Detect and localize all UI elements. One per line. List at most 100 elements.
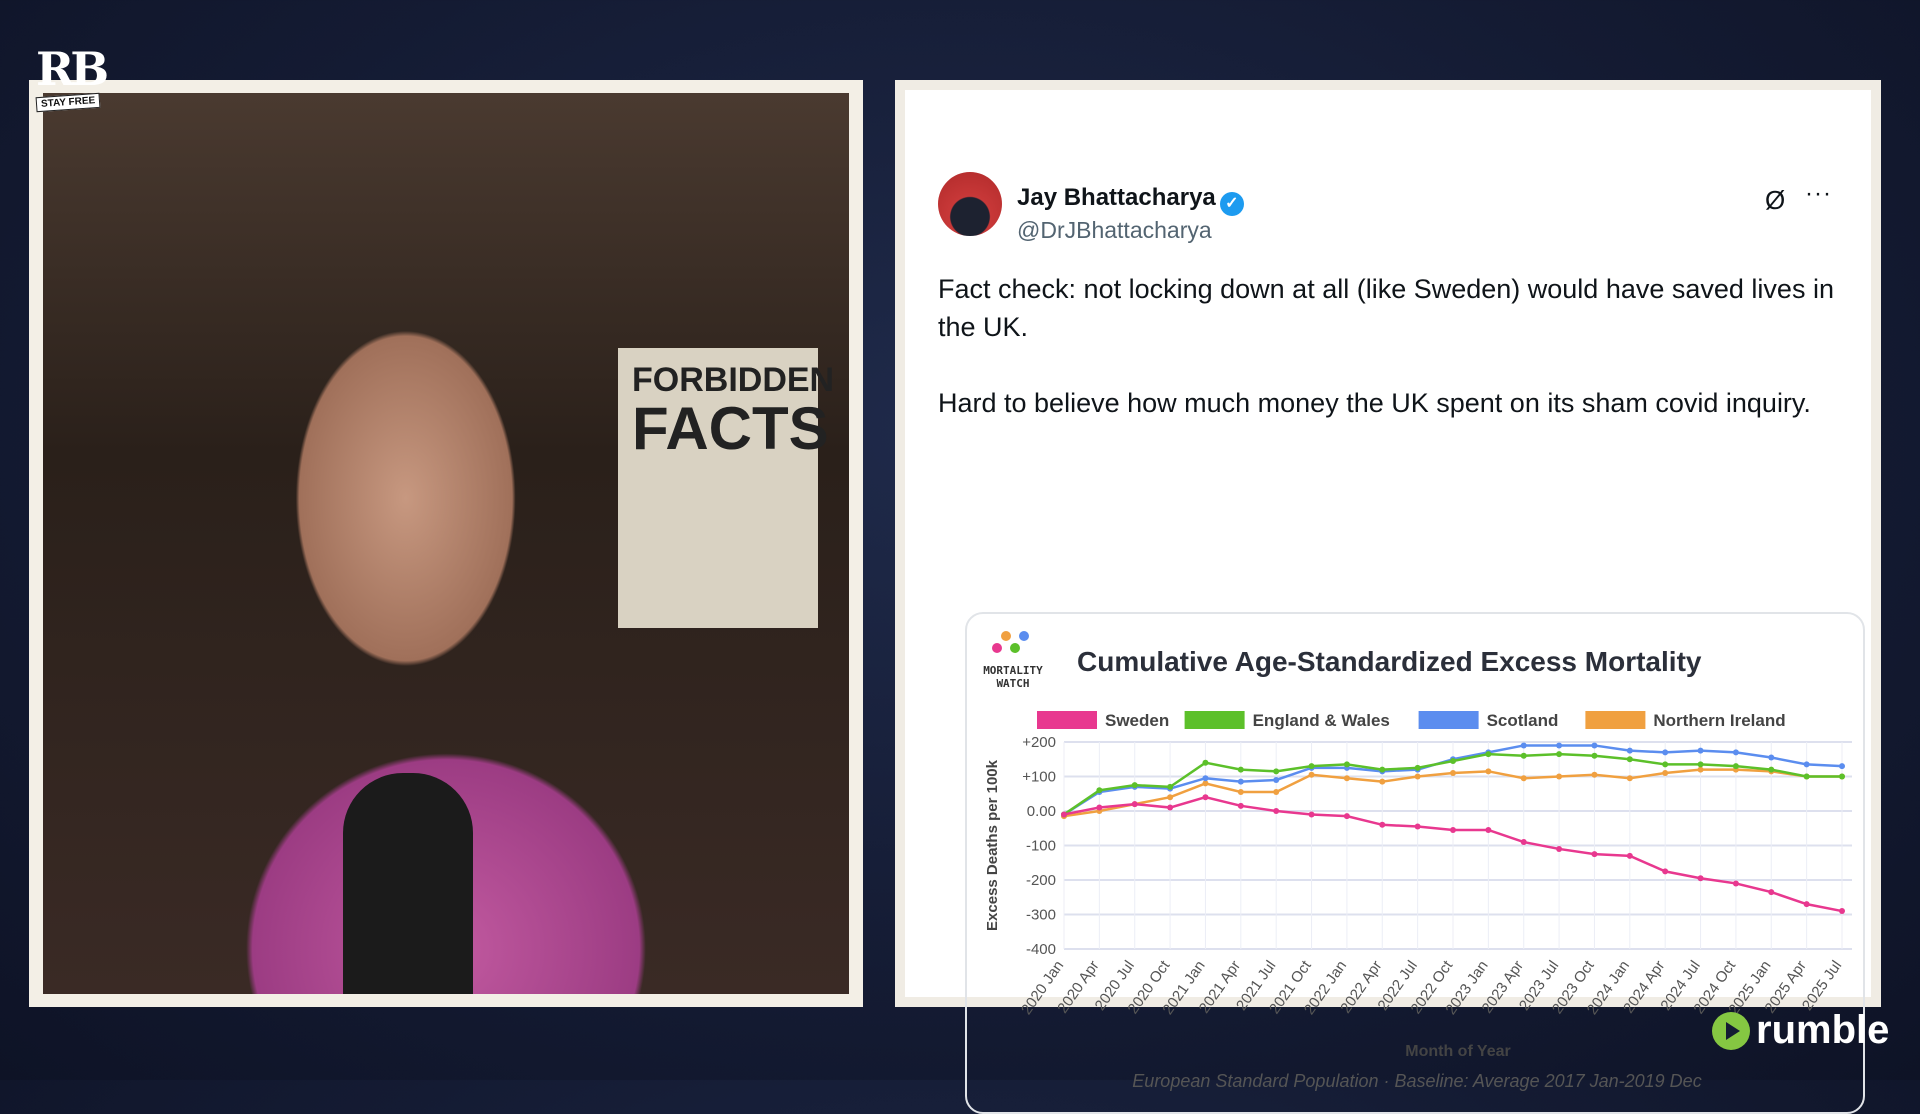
data-point bbox=[1485, 826, 1492, 833]
y-tick-label: -300 bbox=[1026, 907, 1056, 924]
legend-swatch bbox=[1037, 711, 1097, 729]
data-point bbox=[1697, 766, 1704, 773]
data-point bbox=[1096, 787, 1103, 794]
y-tick-label: -100 bbox=[1026, 838, 1056, 855]
y-tick-label: -200 bbox=[1026, 872, 1056, 889]
show-tagline: STAY FREE bbox=[35, 92, 101, 113]
author-name[interactable]: Jay Bhattacharya bbox=[1017, 184, 1216, 211]
data-point bbox=[1732, 880, 1739, 887]
data-point bbox=[1662, 770, 1669, 777]
show-logo-text: RB bbox=[36, 42, 109, 96]
data-point bbox=[1662, 868, 1669, 875]
legend-label: Northern Ireland bbox=[1653, 711, 1785, 730]
y-tick-label: +200 bbox=[1022, 734, 1056, 751]
more-options-icon[interactable]: ··· bbox=[1805, 180, 1832, 207]
brand-logo-text: WATCH bbox=[996, 677, 1029, 690]
brand-logo-dot bbox=[1019, 631, 1029, 641]
data-point bbox=[1626, 747, 1633, 754]
x-axis-label: Month of Year bbox=[1405, 1043, 1511, 1060]
y-tick-label: 0.00 bbox=[1027, 803, 1056, 820]
legend-swatch bbox=[1184, 711, 1245, 729]
data-point bbox=[1308, 763, 1315, 770]
data-point bbox=[1343, 775, 1350, 782]
data-point bbox=[1273, 789, 1280, 796]
data-point bbox=[1732, 763, 1739, 770]
chart-title: Cumulative Age-Standardized Excess Morta… bbox=[1077, 646, 1702, 677]
rumble-logo: rumble bbox=[1712, 1008, 1889, 1053]
legend-label: Scotland bbox=[1487, 711, 1559, 730]
author-handle[interactable]: @DrJBhattacharya bbox=[1017, 217, 1212, 243]
data-point bbox=[1626, 756, 1633, 763]
data-point bbox=[1591, 771, 1598, 778]
author-name-row[interactable]: Jay Bhattacharya ✓ bbox=[1017, 184, 1244, 216]
data-point bbox=[1591, 742, 1598, 749]
data-point bbox=[1839, 763, 1845, 770]
data-point bbox=[1626, 852, 1633, 859]
data-point bbox=[1167, 783, 1174, 790]
data-point bbox=[1308, 771, 1315, 778]
video-panel: FORBIDDEN FACTS bbox=[29, 80, 863, 1007]
data-point bbox=[1485, 751, 1492, 758]
poster-line1: FORBIDDEN bbox=[632, 361, 835, 399]
tweet-text: Fact check: not locking down at all (lik… bbox=[938, 270, 1865, 1114]
data-point bbox=[1556, 742, 1563, 749]
data-point bbox=[1556, 751, 1563, 758]
data-point bbox=[1273, 776, 1280, 783]
data-point bbox=[1414, 823, 1421, 830]
show-logo: RB STAY FREE bbox=[35, 34, 116, 124]
legend-label: Sweden bbox=[1105, 711, 1169, 730]
data-point bbox=[1202, 775, 1209, 782]
data-point bbox=[1839, 908, 1845, 915]
data-point bbox=[1202, 794, 1209, 801]
data-point bbox=[1237, 802, 1244, 809]
data-point bbox=[1096, 804, 1103, 811]
data-point bbox=[1768, 766, 1775, 773]
data-point bbox=[1308, 811, 1315, 818]
data-point bbox=[1803, 901, 1810, 908]
data-point bbox=[1803, 761, 1810, 768]
data-point bbox=[1273, 808, 1280, 814]
data-point bbox=[1131, 801, 1138, 808]
data-point bbox=[1343, 761, 1350, 768]
data-point bbox=[1450, 770, 1456, 777]
chart-caption: European Standard Population · Baseline:… bbox=[1132, 1071, 1701, 1091]
legend-swatch bbox=[1585, 711, 1646, 729]
data-point bbox=[1768, 889, 1775, 896]
book-poster: FORBIDDEN FACTS bbox=[618, 348, 835, 628]
data-point bbox=[1202, 759, 1209, 766]
data-point bbox=[1732, 749, 1739, 756]
data-point bbox=[1167, 804, 1174, 811]
data-point bbox=[1697, 875, 1704, 882]
grok-icon[interactable]: Ø bbox=[1765, 185, 1786, 215]
data-point bbox=[1803, 773, 1810, 780]
legend-label: England & Wales bbox=[1253, 711, 1390, 730]
chart-image[interactable]: MORTALITY WATCH Cumulative Age-Standardize… bbox=[965, 612, 1865, 1114]
data-point bbox=[1520, 775, 1527, 782]
data-point bbox=[1768, 754, 1775, 761]
data-point bbox=[1237, 766, 1244, 773]
brand-logo-text: MORTALITY bbox=[983, 664, 1043, 677]
data-point bbox=[1556, 773, 1563, 780]
brand-logo-dot bbox=[992, 643, 1002, 653]
data-point bbox=[1662, 761, 1669, 768]
poster-line2: FACTS bbox=[632, 395, 829, 462]
host-video: FORBIDDEN FACTS bbox=[43, 93, 849, 994]
data-point bbox=[1343, 813, 1350, 820]
data-point bbox=[1273, 768, 1280, 775]
rumble-play-icon bbox=[1712, 1011, 1750, 1050]
tweet-card: Jay Bhattacharya ✓ @DrJBhattacharya Ø ···… bbox=[895, 80, 1881, 1114]
data-point bbox=[1237, 778, 1244, 785]
data-point bbox=[1697, 747, 1704, 754]
legend-swatch bbox=[1418, 711, 1479, 729]
data-point bbox=[1520, 839, 1527, 846]
data-point bbox=[1626, 775, 1633, 782]
data-point bbox=[1556, 845, 1563, 852]
data-point bbox=[1485, 768, 1492, 775]
verified-badge-icon: ✓ bbox=[1219, 192, 1244, 216]
avatar[interactable] bbox=[938, 172, 1002, 236]
data-point bbox=[1450, 826, 1456, 833]
data-point bbox=[1662, 749, 1669, 756]
brand-logo-dot bbox=[1010, 643, 1020, 653]
y-axis-label: Excess Deaths per 100k bbox=[984, 759, 1001, 931]
